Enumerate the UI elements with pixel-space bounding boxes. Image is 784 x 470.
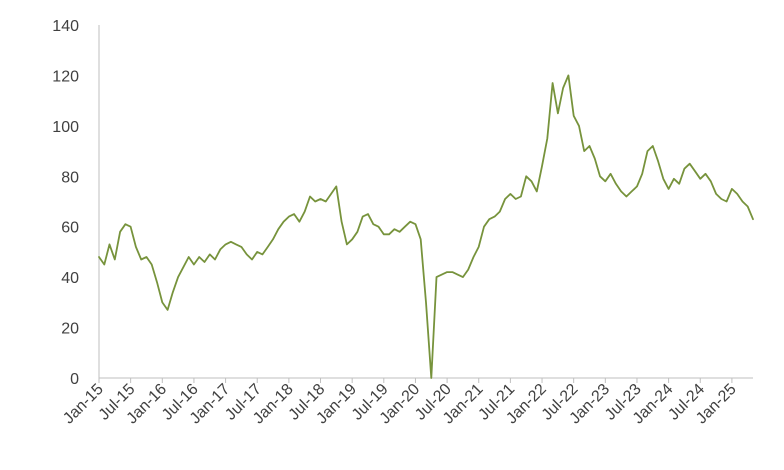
x-tick-label: Jan-15 bbox=[60, 381, 107, 428]
y-tick-label: 60 bbox=[61, 220, 79, 237]
y-tick-label: 80 bbox=[61, 169, 79, 186]
y-tick-label: 20 bbox=[61, 321, 79, 338]
y-tick-label: 120 bbox=[52, 68, 79, 85]
y-axis-tick-labels: 0 20 40 60 80 100 120 140 bbox=[52, 18, 79, 388]
x-axis-tick-labels: Jan-15Jul-15Jan-16Jul-16Jan-17Jul-17Jan-… bbox=[60, 381, 740, 428]
x-axis-tick-marks bbox=[98, 378, 733, 383]
y-tick-label: 140 bbox=[52, 18, 79, 35]
y-tick-label: 40 bbox=[61, 270, 79, 287]
series-line bbox=[98, 74, 754, 379]
y-tick-label: 0 bbox=[70, 371, 79, 388]
y-tick-label: 100 bbox=[52, 119, 79, 136]
